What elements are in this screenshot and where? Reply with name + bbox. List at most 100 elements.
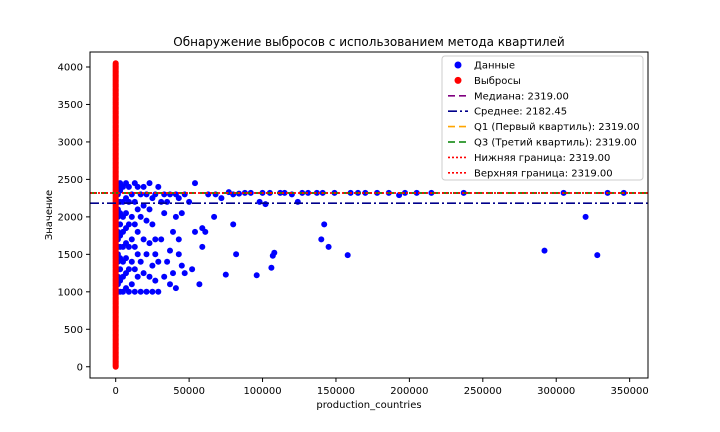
data-point: [125, 183, 132, 190]
y-tick-label: 1500: [58, 250, 83, 261]
data-point: [123, 210, 129, 217]
data-point: [131, 266, 138, 273]
data-point: [196, 281, 203, 288]
data-point: [149, 221, 156, 228]
data-point: [149, 288, 156, 295]
x-tick-label: 50000: [173, 386, 205, 397]
data-point: [143, 251, 150, 258]
chart-title: Обнаружение выбросов с использованием ме…: [173, 35, 564, 49]
data-point: [170, 228, 176, 235]
data-point: [125, 221, 132, 228]
data-point: [125, 266, 132, 273]
y-axis: 0 500 1000 1500 2000 2500 3000 3500 4000: [58, 62, 90, 373]
data-point: [134, 251, 141, 258]
data-point: [134, 183, 141, 190]
data-point: [123, 255, 129, 262]
legend-marker: [454, 76, 462, 84]
data-point: [146, 240, 153, 247]
x-axis: 0 50000 100000 150000 200000 250000 300000 3500…: [113, 378, 649, 397]
x-tick-label: 350000: [611, 386, 649, 397]
data-point: [344, 252, 351, 259]
x-tick-label: 100000: [243, 386, 281, 397]
data-point: [155, 258, 162, 265]
data-point: [140, 202, 147, 209]
y-tick-label: 3000: [58, 137, 83, 148]
data-point: [131, 288, 138, 295]
data-point: [181, 270, 188, 277]
y-tick-label: 3500: [58, 100, 83, 111]
data-point: [140, 183, 147, 190]
data-point: [175, 195, 182, 202]
plot-frame: [89, 51, 649, 379]
data-point: [262, 201, 269, 208]
data-point: [146, 180, 153, 187]
data-point: [161, 210, 168, 217]
legend-marker: [454, 61, 462, 69]
data-point: [189, 266, 196, 273]
data-point: [128, 258, 135, 265]
data-point: [271, 249, 278, 256]
data-point: [167, 281, 173, 288]
data-point: [152, 277, 159, 284]
data-point: [155, 288, 162, 295]
legend-label: Медиана: 2319.00: [474, 91, 569, 102]
data-point: [268, 264, 275, 271]
x-tick-label: 0: [113, 386, 119, 397]
legend-box: [441, 55, 644, 181]
data-point: [192, 228, 198, 235]
data-point: [222, 271, 229, 278]
data-point: [167, 247, 173, 254]
data-point: [125, 288, 132, 295]
legend-label: Данные: [474, 61, 515, 72]
y-tick-label: 4000: [58, 62, 83, 73]
data-marks: [112, 60, 627, 370]
data-point: [594, 252, 601, 259]
data-point: [158, 236, 165, 243]
data-point: [211, 213, 218, 220]
data-point: [178, 262, 185, 269]
y-tick-label: 2500: [58, 175, 83, 186]
data-point: [325, 243, 332, 250]
x-tick-label: 200000: [390, 386, 428, 397]
data-point: [413, 189, 420, 196]
data-point: [134, 273, 141, 280]
legend-label: Q1 (Первый квартиль): 2319.00: [474, 122, 640, 133]
x-axis-title: production_countries: [316, 400, 421, 411]
legend: Данные Выбросы Медиана: 2319.00 Среднее: 21…: [441, 55, 644, 181]
data-point: [155, 183, 162, 190]
data-point: [175, 251, 182, 258]
data-point: [321, 221, 328, 228]
data-point: [318, 236, 325, 243]
data-point: [305, 189, 312, 196]
legend-items: Данные Выбросы Медиана: 2319.00 Среднее: 21…: [448, 61, 640, 179]
x-tick-label: 150000: [317, 386, 355, 397]
data-point: [253, 272, 260, 279]
data-point: [137, 258, 144, 265]
legend-label: Верхняя граница: 2319.00: [474, 168, 613, 179]
data-point: [140, 236, 147, 243]
data-point: [233, 251, 240, 258]
data-point: [281, 189, 288, 196]
data-point: [143, 288, 150, 295]
data-point: [143, 217, 150, 224]
legend-label: Выбросы: [474, 76, 521, 87]
data-point: [218, 195, 225, 202]
data-point: [146, 273, 153, 280]
data-point: [125, 243, 132, 250]
data-point: [170, 270, 176, 277]
reference-lines: [90, 192, 648, 204]
data-point: [140, 270, 147, 277]
data-point: [131, 243, 138, 250]
outlier-point: [112, 60, 119, 67]
data-point: [134, 206, 141, 213]
legend-label: Нижняя граница: 2319.00: [474, 153, 610, 164]
legend-label: Среднее: 2182.45: [474, 107, 567, 118]
data-point: [541, 247, 548, 254]
data-point: [582, 213, 589, 220]
y-tick-label: 1000: [58, 287, 83, 298]
data-point: [131, 221, 138, 228]
x-tick-label: 250000: [464, 386, 502, 397]
data-point: [202, 228, 209, 235]
data-point: [152, 251, 159, 258]
